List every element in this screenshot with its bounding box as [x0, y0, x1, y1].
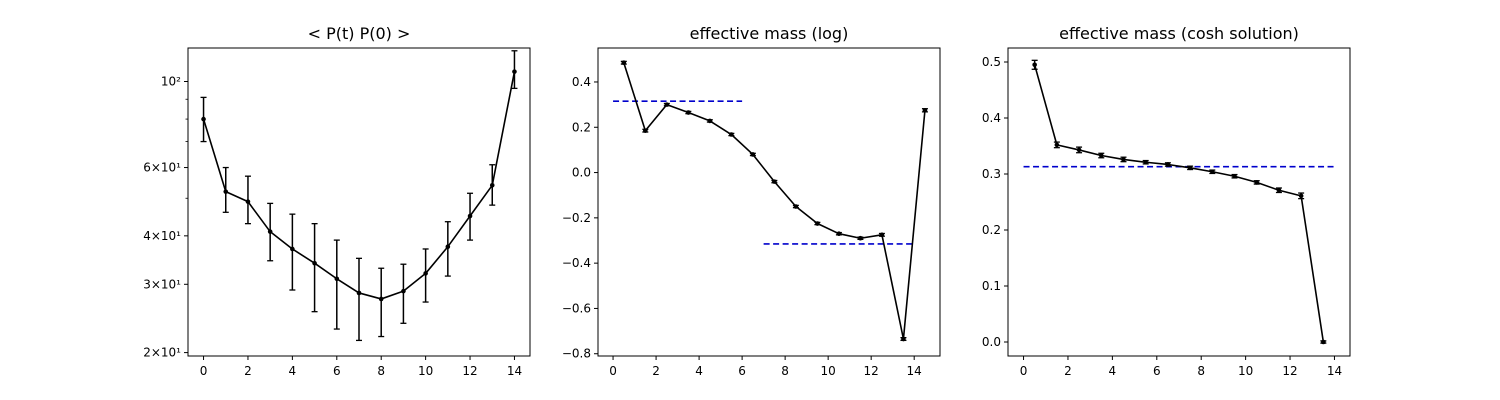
- data-point: [1254, 180, 1260, 185]
- y-tick-label: 0.4: [982, 111, 1001, 125]
- data-point: [1298, 193, 1304, 199]
- data-point: [858, 235, 863, 241]
- chart-title: effective mass (log): [690, 24, 849, 43]
- x-tick-label: 8: [377, 364, 385, 378]
- data-point: [664, 102, 670, 107]
- data-point: [445, 244, 451, 250]
- data-point: [750, 152, 756, 157]
- y-tick-label: 3×10¹: [143, 277, 181, 291]
- y-tick-label: 10²: [161, 74, 181, 88]
- y-tick-label: −0.6: [562, 301, 591, 315]
- data-point: [815, 221, 820, 226]
- x-tick-label: 14: [507, 364, 522, 378]
- y-tick-label: 0.2: [572, 120, 591, 134]
- data-point: [1098, 153, 1104, 158]
- data-point: [1143, 159, 1148, 165]
- data-point: [290, 246, 295, 252]
- chart-title: < P(t) P(0) >: [308, 24, 411, 43]
- x-tick-label: 2: [652, 364, 660, 378]
- series-line: [1033, 64, 1325, 343]
- data-point: [643, 128, 648, 133]
- data-point: [245, 199, 251, 204]
- y-tick-label: 0.2: [982, 223, 1001, 237]
- data-point: [1054, 142, 1060, 148]
- data-point: [467, 213, 473, 219]
- x-tick-label: 2: [1064, 364, 1072, 378]
- data-point: [334, 276, 340, 282]
- x-tick-label: 12: [1282, 364, 1297, 378]
- data-point: [1210, 169, 1215, 175]
- x-tick-label: 4: [289, 364, 297, 378]
- data-point: [1232, 173, 1237, 179]
- axes-frame: [187, 47, 531, 357]
- data-point: [1165, 162, 1171, 167]
- data-point: [1121, 157, 1126, 162]
- data-point: [401, 288, 406, 294]
- x-tick-label: 10: [418, 364, 433, 378]
- y-tick-label: 0.4: [572, 75, 591, 89]
- y-tick-label: 0.5: [982, 55, 1001, 69]
- data-point: [1032, 62, 1037, 68]
- data-point: [729, 132, 734, 137]
- data-point: [686, 110, 691, 115]
- x-tick-label: 4: [695, 364, 703, 378]
- data-point: [836, 231, 842, 237]
- x-tick-label: 10: [821, 364, 836, 378]
- data-point: [423, 271, 428, 276]
- x-tick-label: 6: [1153, 364, 1161, 378]
- y-tick-label: 2×10¹: [143, 346, 181, 360]
- x-tick-label: 14: [1327, 364, 1342, 378]
- y-tick-label: 0.0: [572, 166, 591, 180]
- data-point: [621, 60, 627, 66]
- data-point: [707, 118, 713, 124]
- x-tick-label: 4: [1109, 364, 1117, 378]
- data-point: [772, 179, 777, 184]
- x-tick-label: 10: [1238, 364, 1253, 378]
- y-tick-label: −0.4: [562, 256, 591, 270]
- data-point: [201, 116, 206, 122]
- data-point: [1076, 147, 1082, 153]
- data-point: [312, 260, 317, 266]
- data-point: [378, 296, 384, 302]
- data-point: [1276, 187, 1282, 193]
- chart-panel-2: effective mass (log) 0 2 4 6 8 10 12 14 0.4 0.2 0.0…: [562, 24, 941, 378]
- y-tick-label: 0.0: [982, 335, 1001, 349]
- data-point: [489, 182, 495, 188]
- x-tick-label: 8: [781, 364, 789, 378]
- y-tick-label: 0.3: [982, 167, 1001, 181]
- y-tick-label: 6×10¹: [143, 161, 181, 175]
- chart-title: effective mass (cosh solution): [1059, 24, 1299, 43]
- axes-frame: [597, 47, 941, 357]
- x-tick-label: 6: [738, 364, 746, 378]
- x-tick-label: 0: [200, 364, 208, 378]
- x-tick-label: 12: [864, 364, 879, 378]
- x-tick-label: 0: [609, 364, 617, 378]
- data-point: [223, 189, 229, 194]
- x-tick-label: 8: [1197, 364, 1205, 378]
- data-point: [879, 232, 885, 238]
- data-point: [267, 229, 273, 234]
- data-point: [1187, 165, 1193, 171]
- y-tick-label: 4×10¹: [143, 229, 181, 243]
- chart-panel-3: effective mass (cosh solution) 0 2 4 6 8 10 12 1…: [982, 24, 1351, 378]
- x-tick-label: 6: [333, 364, 341, 378]
- data-point: [1321, 339, 1326, 345]
- data-point: [512, 69, 517, 74]
- x-tick-label: 14: [907, 364, 922, 378]
- data-point: [922, 107, 928, 113]
- y-tick-label: −0.2: [562, 211, 591, 225]
- chart-panel-1: < P(t) P(0) > 0 2 4 6 8 10 12 14 2×10¹ 3×10¹ 4×10¹ 6…: [143, 24, 531, 378]
- axes-frame: [1007, 47, 1351, 357]
- data-point: [901, 336, 906, 342]
- x-tick-label: 2: [244, 364, 252, 378]
- data-point: [793, 204, 799, 209]
- data-point: [356, 290, 362, 296]
- y-tick-label: 0.1: [982, 279, 1001, 293]
- x-tick-label: 0: [1020, 364, 1028, 378]
- y-tick-label: −0.8: [562, 347, 591, 361]
- x-tick-label: 12: [462, 364, 477, 378]
